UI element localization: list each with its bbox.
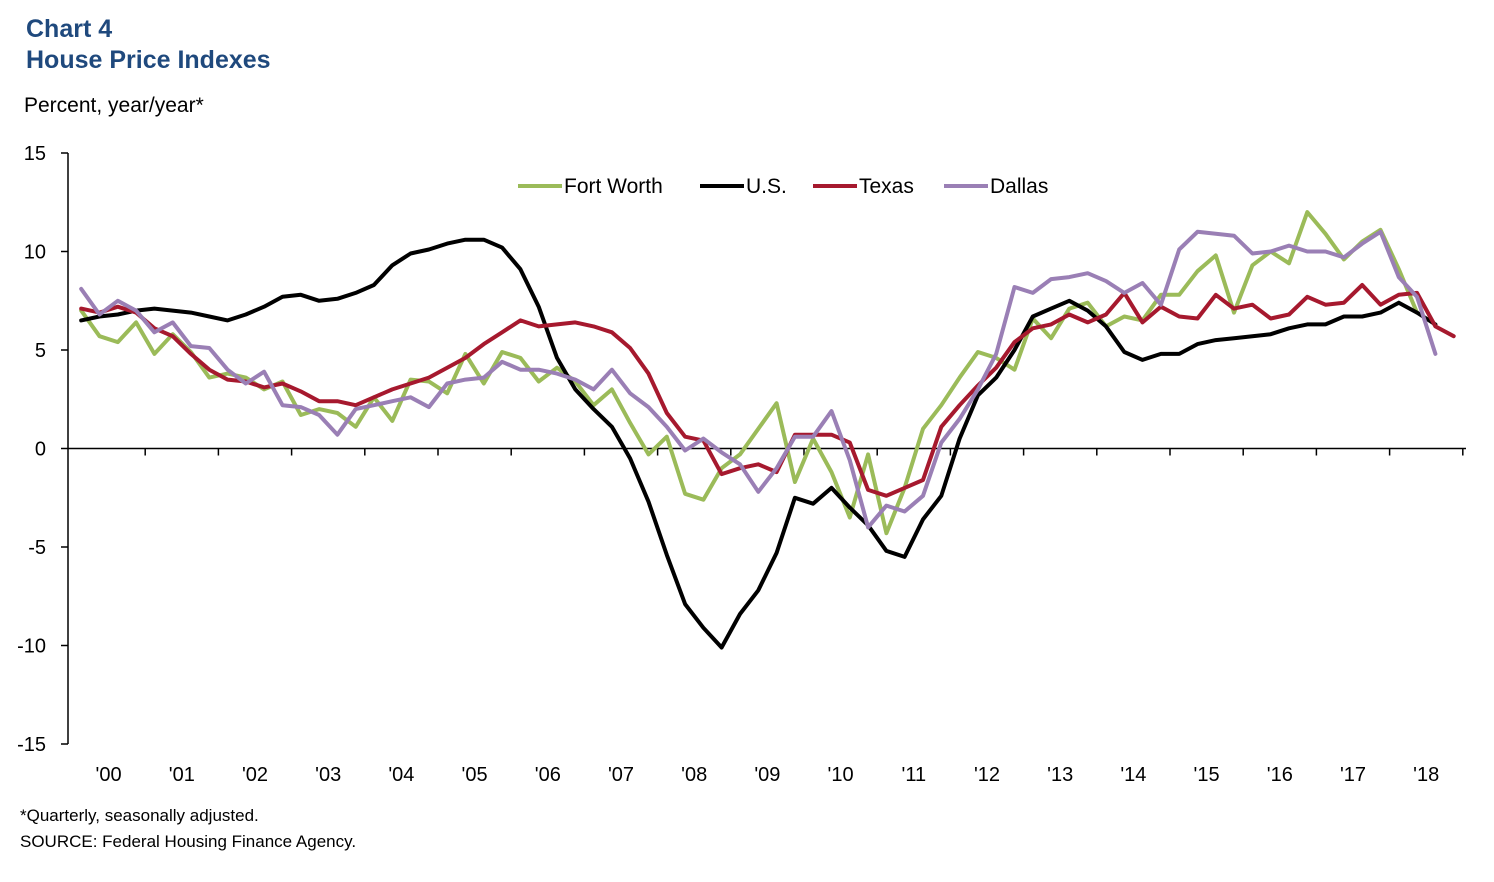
x-tick-label: '08 xyxy=(681,764,707,786)
x-tick-label: '00 xyxy=(96,764,122,786)
x-tick-label: '09 xyxy=(754,764,780,786)
legend-label: U.S. xyxy=(746,175,787,198)
legend-label: Texas xyxy=(859,175,914,198)
x-tick-label: '03 xyxy=(315,764,341,786)
x-tick-label: '17 xyxy=(1340,764,1366,786)
series-lines xyxy=(79,210,1456,650)
series-line-texas xyxy=(79,283,1456,498)
x-tick-label: '02 xyxy=(242,764,268,786)
y-tick-label: 5 xyxy=(35,340,46,362)
source-note: SOURCE: Federal Housing Finance Agency. xyxy=(20,832,357,851)
y-tick-label: 10 xyxy=(24,242,46,264)
footnote: *Quarterly, seasonally adjusted. xyxy=(20,806,259,825)
x-tick-label: '11 xyxy=(902,764,927,786)
y-tick-label: 0 xyxy=(35,439,46,461)
y-tick-label: 15 xyxy=(24,143,46,165)
x-tick-label: '01 xyxy=(169,764,195,786)
x-tick-label: '14 xyxy=(1120,764,1146,786)
y-tick-label: -10 xyxy=(17,636,46,658)
x-tick-label: '16 xyxy=(1267,764,1293,786)
legend-label: Dallas xyxy=(990,175,1048,198)
y-tick-label: -15 xyxy=(17,734,46,756)
series-line-u-s xyxy=(79,237,1438,650)
x-tick-label: '04 xyxy=(388,764,414,786)
x-tick-label: '13 xyxy=(1047,764,1073,786)
chart-title: House Price Indexes xyxy=(26,46,271,74)
x-tick-label: '05 xyxy=(462,764,488,786)
series-line-fort-worth xyxy=(79,210,1419,536)
x-tick-label: '18 xyxy=(1413,764,1439,786)
x-tick-label: '07 xyxy=(608,764,634,786)
x-tick-label: '12 xyxy=(974,764,1000,786)
y-tick-label: -5 xyxy=(28,537,46,559)
axes: -15 -10 -5 0 5 10 15 '00 '01 '02 '03 '04 '05 '06 '07 '0… xyxy=(17,143,1466,786)
x-tick-label: '10 xyxy=(828,764,854,786)
y-axis-units-label: Percent, year/year* xyxy=(24,94,204,117)
legend-label: Fort Worth xyxy=(564,175,663,198)
x-tick-label: '06 xyxy=(535,764,561,786)
line-chart: -15 -10 -5 0 5 10 15 '00 '01 '02 '03 '04 '05 '06 '07 '0… xyxy=(17,143,1466,786)
x-tick-label: '15 xyxy=(1194,764,1220,786)
legend: Fort Worth U.S. Texas Dallas xyxy=(518,175,1048,198)
chart-number: Chart 4 xyxy=(26,15,113,43)
series-line-dallas xyxy=(79,229,1438,530)
